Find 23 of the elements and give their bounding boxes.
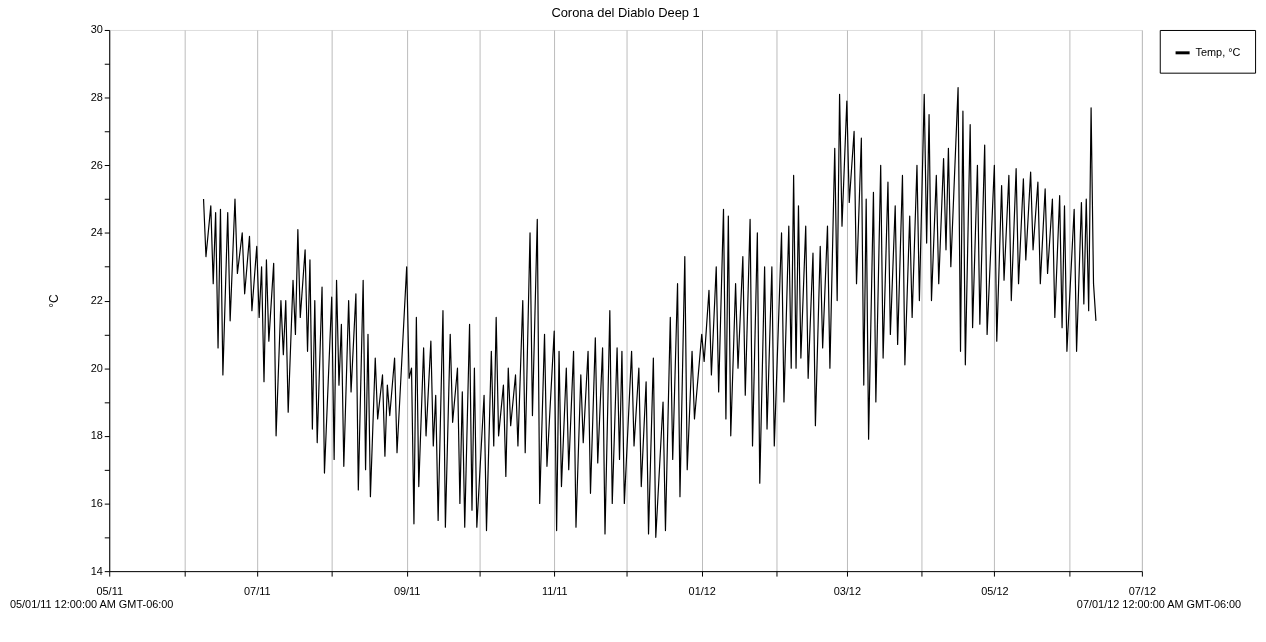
x-tick-label: 03/12	[833, 585, 861, 598]
y-tick-label: 18	[90, 429, 103, 442]
x-tick-label: 09/11	[393, 585, 421, 598]
chart-title: Corona del Diablo Deep 1	[551, 5, 700, 21]
x-tick-label: 07/12	[1128, 585, 1157, 598]
legend-label: Temp, °C	[1195, 45, 1241, 58]
line-series	[202, 86, 1097, 538]
y-tick-label: 16	[90, 496, 103, 509]
x-tick-label: 05/12	[981, 585, 1009, 598]
y-tick-label: 20	[90, 361, 103, 374]
y-tick-label: 22	[90, 294, 103, 307]
x-tick-label: 07/11	[244, 585, 271, 598]
text: 05/01/11 12:00:00 AM GMT-06:00	[9, 597, 174, 610]
text: 07/01/12 12:00:00 AM GMT-06:00	[1076, 597, 1242, 610]
y-axis-title: °C	[46, 293, 61, 308]
y-tick-label: 14	[90, 564, 103, 577]
y-tick-label: 26	[90, 158, 103, 171]
x-tick-label: 05/11	[96, 585, 123, 598]
x-tick-label: 01/12	[688, 585, 716, 598]
y-tick-label: 30	[90, 23, 103, 36]
y-tick-label: 28	[90, 91, 103, 104]
y-tick-label: 24	[90, 226, 103, 239]
x-tick-label: 11/11	[541, 585, 568, 598]
